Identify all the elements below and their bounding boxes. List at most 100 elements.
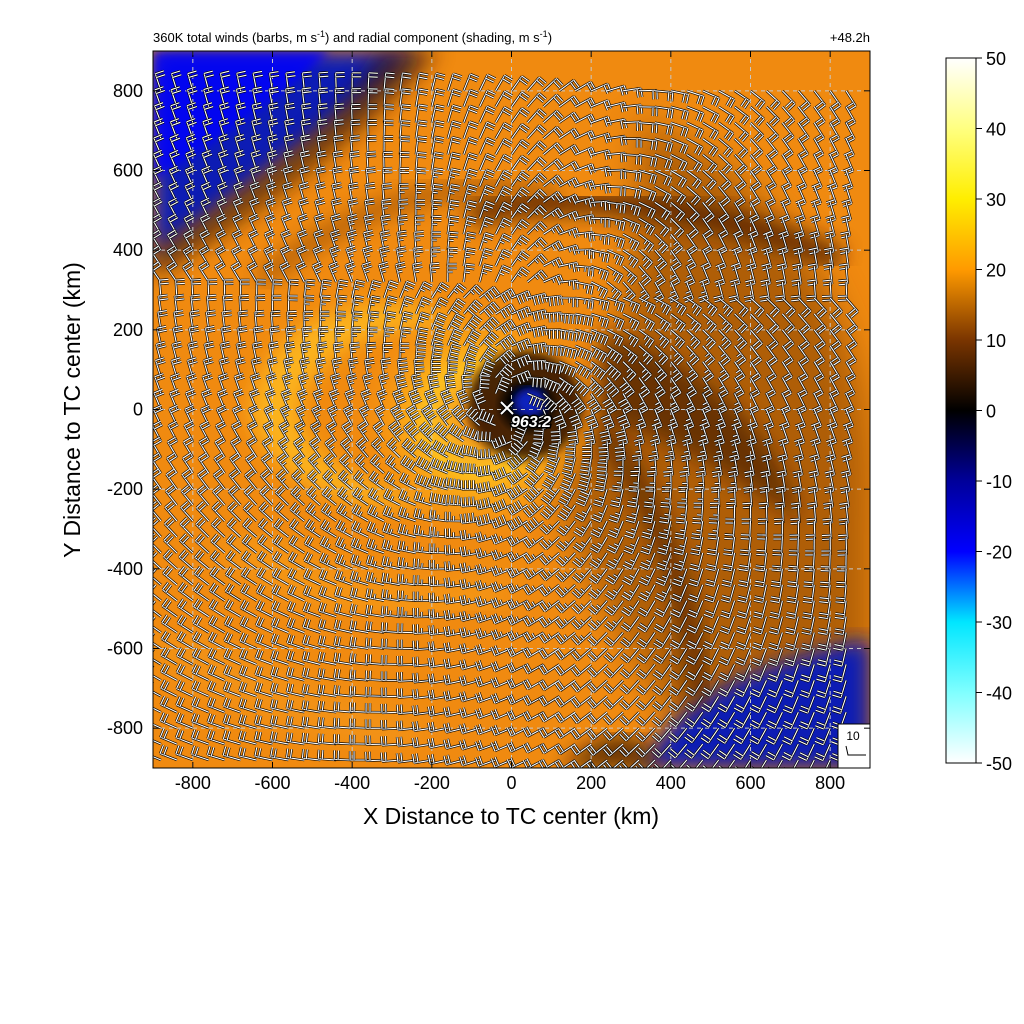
wind-barb: [670, 89, 690, 104]
wind-barb: [494, 201, 513, 219]
x-tick-label: -600: [254, 773, 290, 793]
wind-barb: [765, 89, 781, 111]
wind-barb: [717, 201, 730, 224]
wind-barb: [153, 117, 165, 140]
wind-barb: [845, 90, 857, 112]
chart-title: 360K total winds (barbs, m s-1) and radi…: [153, 29, 552, 45]
wind-barb: [733, 169, 747, 192]
wind-barb: [558, 95, 581, 108]
wind-barb: [478, 73, 497, 92]
wind-barb: [446, 104, 462, 124]
wind-barb: [795, 185, 807, 208]
wind-barb: [526, 188, 548, 204]
wind-barb: [701, 153, 718, 174]
wind-barb: [414, 71, 429, 92]
barb-legend: 10: [837, 723, 871, 769]
colorbar-ticks: 50 40 30 20 10 0 -10 -20 -30 -40 -50: [976, 49, 1012, 774]
wind-barb: [526, 92, 547, 108]
wind-barb: [654, 137, 674, 153]
wind-barb: [186, 85, 198, 108]
wind-barb: [494, 90, 514, 108]
wind-barb: [670, 169, 688, 189]
wind-barb: [670, 137, 689, 155]
wind-barb: [199, 213, 211, 235]
wind-barb: [622, 217, 641, 234]
wind-barb: [382, 87, 395, 107]
wind-barb: [749, 121, 765, 143]
x-axis-title: X Distance to TC center (km): [363, 803, 659, 829]
y-tick-label: -400: [107, 559, 143, 579]
wind-barb: [622, 185, 642, 200]
wind-barb: [685, 217, 700, 239]
wind-barb: [686, 153, 703, 173]
wind-barb: [398, 87, 412, 107]
wind-barb: [526, 108, 547, 124]
wind-barb: [317, 86, 329, 107]
wind-barb: [622, 86, 644, 98]
wind-barb: [654, 201, 671, 221]
y-tick-label: 600: [113, 161, 143, 181]
wind-barb: [542, 190, 565, 204]
wind-barb: [638, 169, 658, 185]
wind-barb: [478, 168, 496, 187]
wind-barb: [430, 88, 446, 108]
wind-barb: [670, 201, 686, 222]
wind-barb: [812, 154, 824, 176]
wind-barb: [797, 106, 811, 128]
wind-barbs: [153, 69, 859, 768]
colorbar-tick-label: 20: [986, 261, 1006, 281]
wind-barb: [542, 207, 565, 220]
wind-barb: [414, 103, 428, 123]
wind-barb: [718, 89, 736, 109]
wind-barb: [686, 121, 705, 140]
wind-barb: [813, 90, 827, 112]
wind-barb: [606, 201, 627, 214]
wind-barb: [781, 105, 796, 128]
wind-barb: [462, 104, 479, 124]
wind-barb: [462, 183, 478, 203]
colorbar-tick-label: 50: [986, 49, 1006, 69]
y-tick-label: -600: [107, 639, 143, 659]
wind-barb: [733, 153, 748, 175]
wind-barb: [686, 137, 704, 156]
wind-barb: [574, 113, 597, 125]
wind-barb: [733, 121, 750, 143]
wind-barb: [686, 169, 703, 190]
wind-barb: [670, 153, 688, 172]
colorbar-tick-label: -40: [986, 684, 1012, 704]
wind-barb: [462, 120, 479, 140]
wind-barb: [638, 217, 656, 236]
wind-barb: [749, 169, 762, 192]
wind-barb: [446, 183, 461, 203]
wind-barb: [478, 200, 495, 219]
wind-barb: [462, 136, 479, 155]
wind-barb: [542, 142, 564, 156]
wind-barb: [717, 121, 735, 142]
wind-barb: [797, 90, 811, 112]
wind-barb: [654, 153, 673, 170]
colorbar-tick-label: -30: [986, 613, 1012, 633]
y-tick-label: 800: [113, 81, 143, 101]
wind-barb: [654, 89, 675, 102]
wind-barb: [622, 153, 643, 165]
wind-barb: [494, 106, 513, 124]
colorbar-tick-label: 40: [986, 120, 1006, 140]
wind-barb: [685, 185, 702, 206]
wind-barb: [494, 169, 513, 188]
wind-barb: [717, 105, 735, 125]
wind-barb: [510, 107, 530, 124]
wind-barb: [364, 182, 376, 203]
wind-barb: [414, 151, 427, 171]
wind-barb: [749, 153, 763, 176]
wind-barb: [558, 79, 581, 92]
wind-barb: [510, 123, 530, 140]
wind-barb: [446, 167, 461, 187]
x-tick-label: 600: [735, 773, 765, 793]
wind-barb: [315, 165, 327, 187]
wind-barb: [494, 185, 513, 203]
wind-barb: [414, 167, 427, 187]
wind-barb: [462, 215, 477, 235]
x-tick-label: -800: [175, 773, 211, 793]
wind-barb: [702, 121, 720, 141]
wind-barb: [542, 93, 564, 108]
